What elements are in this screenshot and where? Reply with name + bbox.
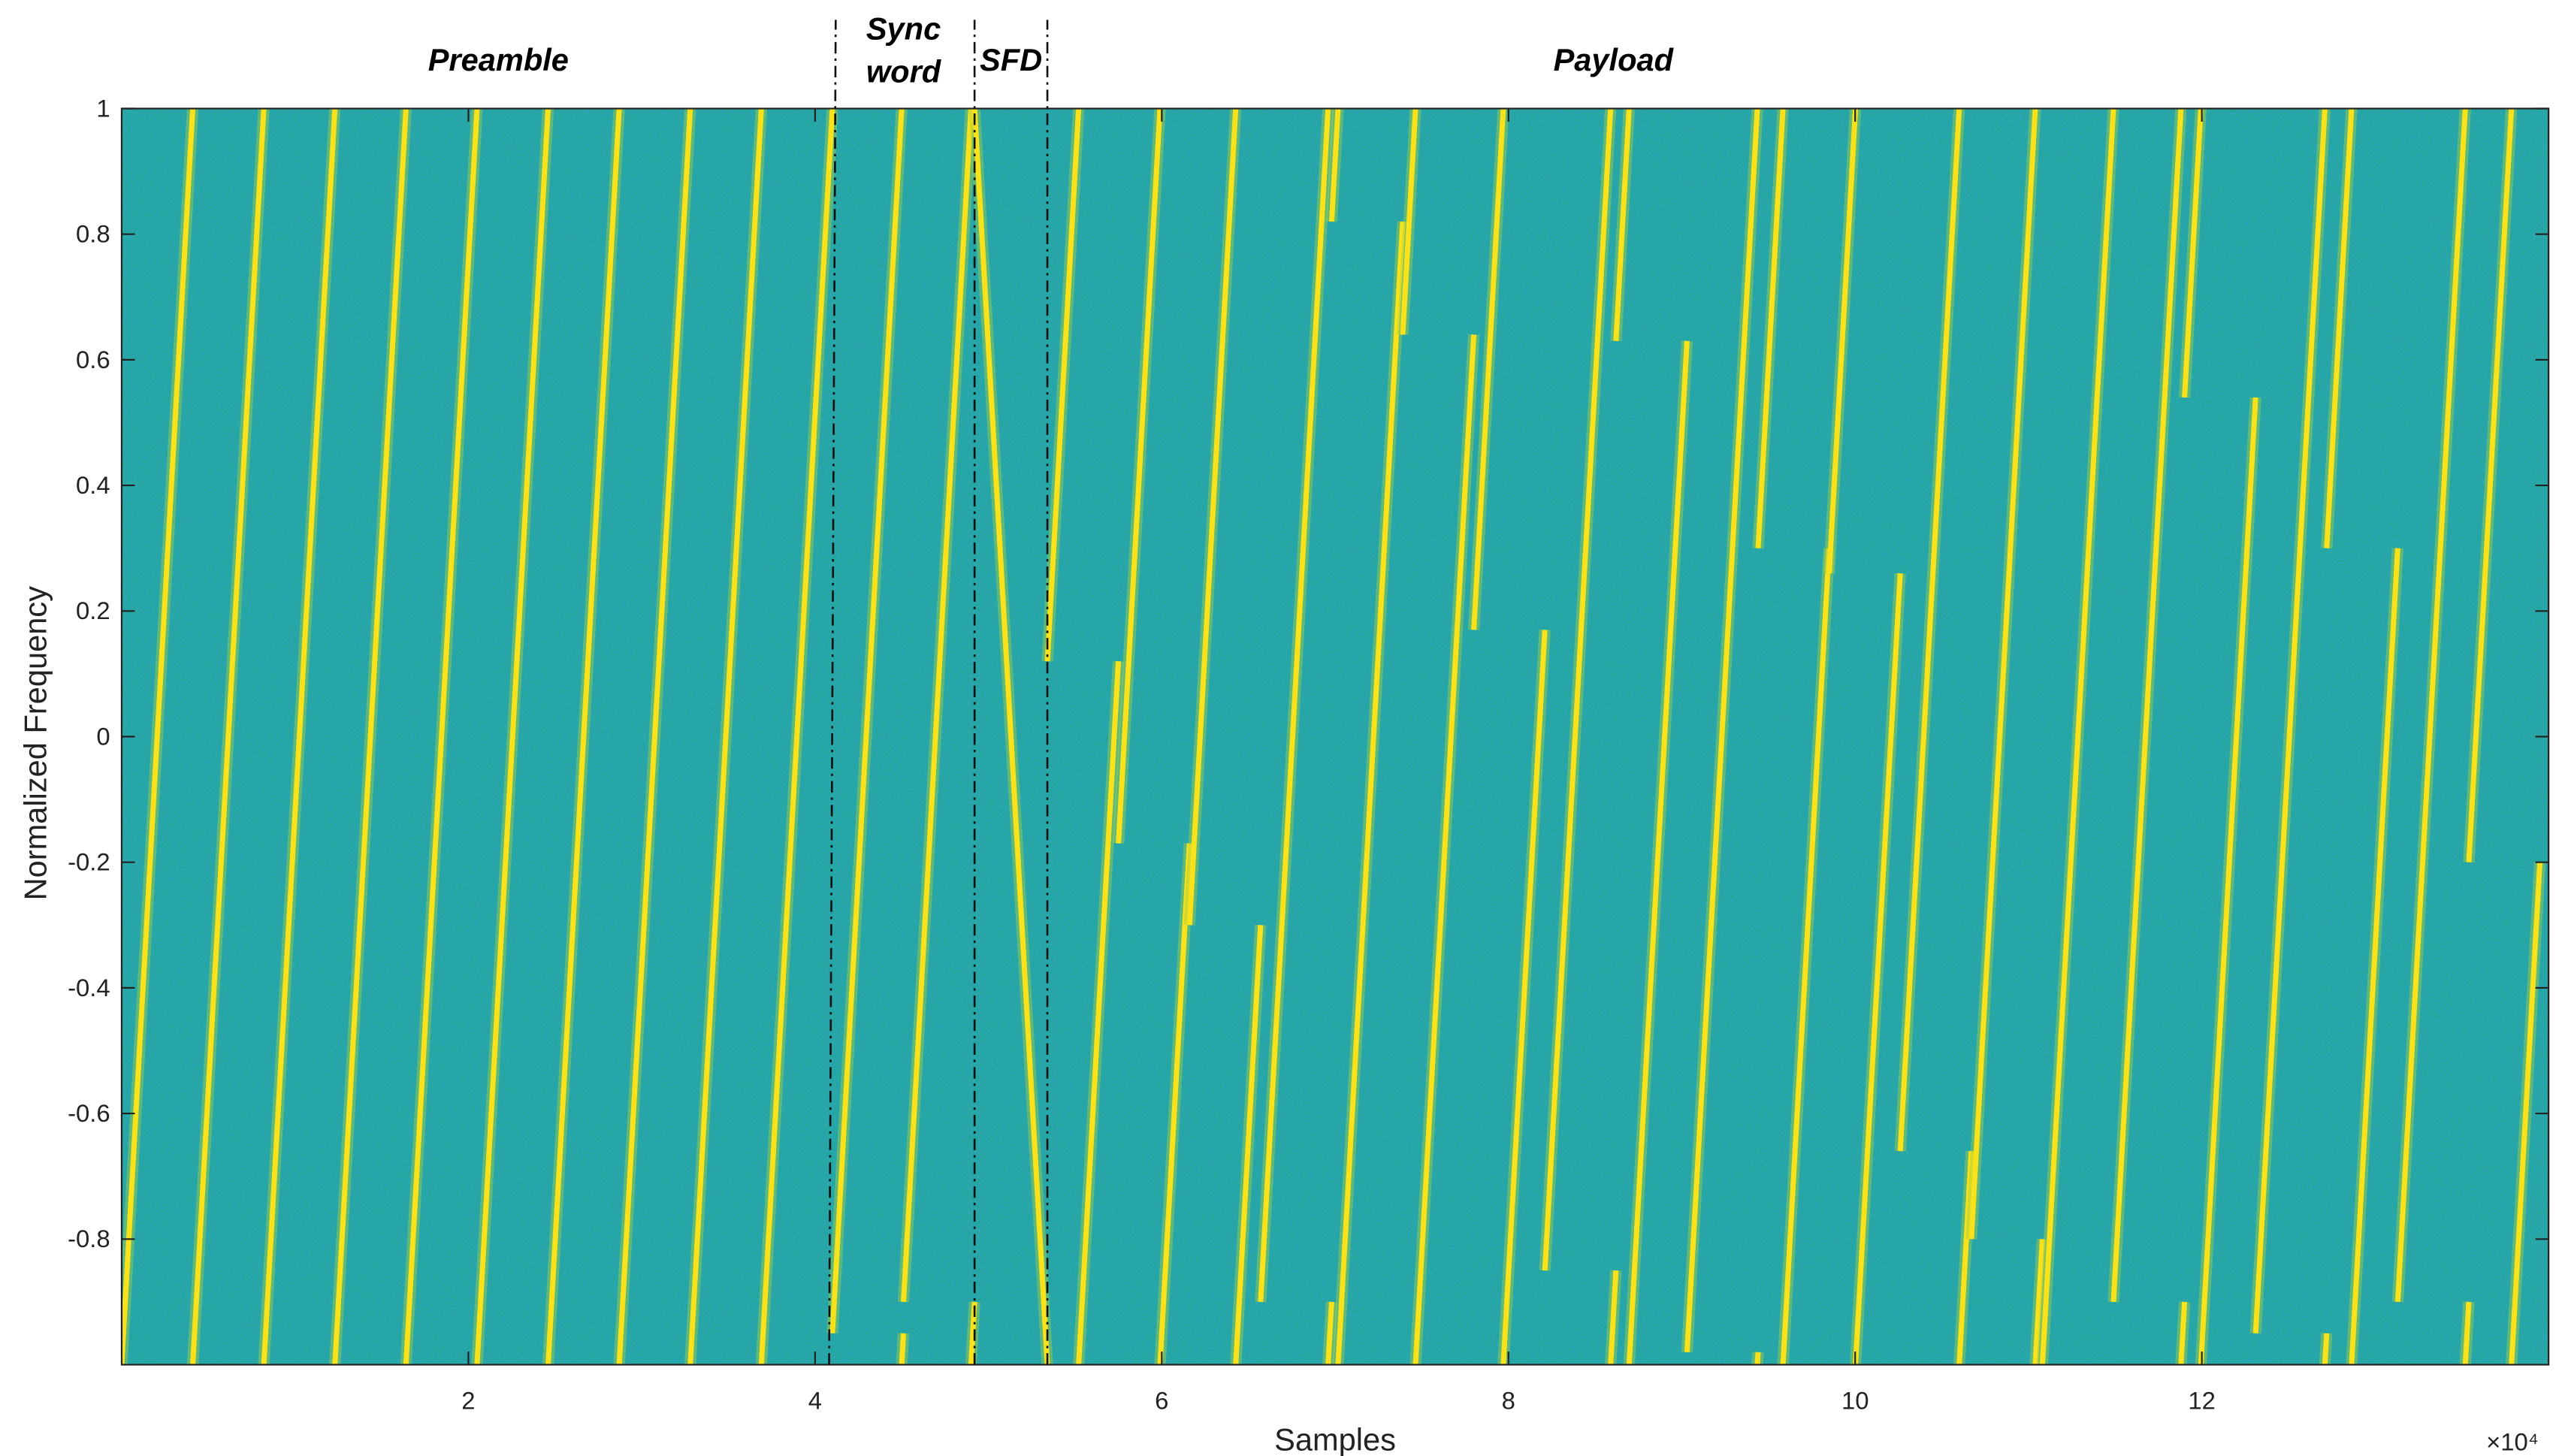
chirp bbox=[332, 108, 409, 1365]
chirp bbox=[2198, 397, 2258, 1365]
chirp bbox=[687, 108, 764, 1365]
chirp bbox=[1044, 108, 1082, 662]
chirp bbox=[2110, 108, 2184, 1303]
chirp bbox=[2394, 108, 2468, 1303]
x-axis-label: Samples bbox=[1274, 1421, 1396, 1456]
y-tick-label: -0.2 bbox=[68, 848, 110, 876]
chirp bbox=[1826, 108, 1859, 574]
chirp bbox=[545, 108, 622, 1365]
chirp bbox=[1400, 108, 1418, 335]
chirp bbox=[1412, 334, 1477, 1365]
chirp bbox=[2032, 1239, 2045, 1365]
section-label: Payload bbox=[1554, 42, 1675, 77]
chirp bbox=[1755, 108, 1786, 548]
chirp bbox=[1626, 340, 1690, 1365]
chirp bbox=[899, 1333, 907, 1365]
y-tick-label: 0.2 bbox=[76, 597, 110, 624]
chirp bbox=[971, 108, 1050, 1365]
chirp bbox=[2039, 108, 2116, 1365]
chirp bbox=[1853, 572, 1903, 1365]
chirp bbox=[190, 108, 267, 1365]
chirp bbox=[1968, 108, 2038, 1240]
y-tick-label: 0.4 bbox=[76, 471, 110, 499]
chirp bbox=[1116, 108, 1163, 844]
y-tick-label: 1 bbox=[96, 94, 110, 122]
chirp bbox=[1328, 108, 1341, 222]
chirp bbox=[1608, 1270, 1619, 1365]
chirp bbox=[1157, 843, 1192, 1365]
chirp bbox=[1956, 1151, 1974, 1365]
chirps bbox=[121, 108, 2546, 1365]
chirp bbox=[829, 108, 905, 1334]
y-tick-label: 0.8 bbox=[76, 220, 110, 248]
x-tick-label: 12 bbox=[2188, 1387, 2216, 1415]
chirp bbox=[1258, 108, 1331, 1303]
x-tick-label: 6 bbox=[1155, 1387, 1168, 1415]
section-label: Sync bbox=[866, 11, 941, 47]
x-tick-label: 8 bbox=[1502, 1387, 1515, 1415]
chirp bbox=[2324, 108, 2355, 548]
chirp bbox=[1542, 108, 1614, 1271]
chirp bbox=[1500, 630, 1548, 1365]
section-label: SFD bbox=[980, 42, 1042, 77]
x-tick-label: 2 bbox=[461, 1387, 475, 1415]
chirp bbox=[1076, 660, 1122, 1365]
chirp bbox=[2509, 862, 2543, 1365]
chirp bbox=[1613, 108, 1632, 342]
chirp bbox=[474, 108, 551, 1365]
y-tick-label: -0.8 bbox=[68, 1225, 110, 1252]
chirp bbox=[1335, 221, 1406, 1365]
y-tick-label: -0.6 bbox=[68, 1099, 110, 1127]
x-exponent-label: ×10⁴ bbox=[2486, 1427, 2539, 1455]
chirp bbox=[1897, 108, 1962, 1152]
chirp bbox=[2178, 1301, 2188, 1365]
chirp bbox=[1471, 108, 1506, 630]
chirp bbox=[403, 108, 480, 1365]
y-axis-label: Normalized Frequency bbox=[17, 586, 53, 900]
x-tick-label: 4 bbox=[808, 1387, 822, 1415]
chirp bbox=[2182, 108, 2204, 398]
x-tick-label: 10 bbox=[1841, 1387, 1869, 1415]
chirp bbox=[1780, 548, 1832, 1365]
section-boundary bbox=[828, 20, 837, 1365]
chirp bbox=[1754, 1352, 1761, 1365]
y-tick-label: 0 bbox=[96, 722, 110, 750]
y-tick-label: -0.4 bbox=[68, 974, 110, 1001]
chirp bbox=[1233, 925, 1264, 1365]
chirp bbox=[1684, 108, 1760, 1352]
chirp bbox=[758, 108, 835, 1365]
chirp bbox=[2462, 1301, 2472, 1365]
chirp bbox=[121, 108, 196, 1365]
chirp bbox=[261, 108, 338, 1365]
chirp bbox=[1325, 1301, 1334, 1365]
y-tick-label: 0.6 bbox=[76, 346, 110, 373]
section-label: word bbox=[866, 53, 942, 89]
section-label: Preamble bbox=[428, 42, 569, 77]
chirp bbox=[901, 108, 974, 1303]
chirp bbox=[1186, 108, 1239, 926]
chirp bbox=[2349, 548, 2400, 1365]
chirp bbox=[616, 108, 693, 1365]
chirp bbox=[2252, 108, 2328, 1334]
chirp bbox=[2322, 1333, 2330, 1365]
chirp bbox=[2466, 108, 2515, 862]
